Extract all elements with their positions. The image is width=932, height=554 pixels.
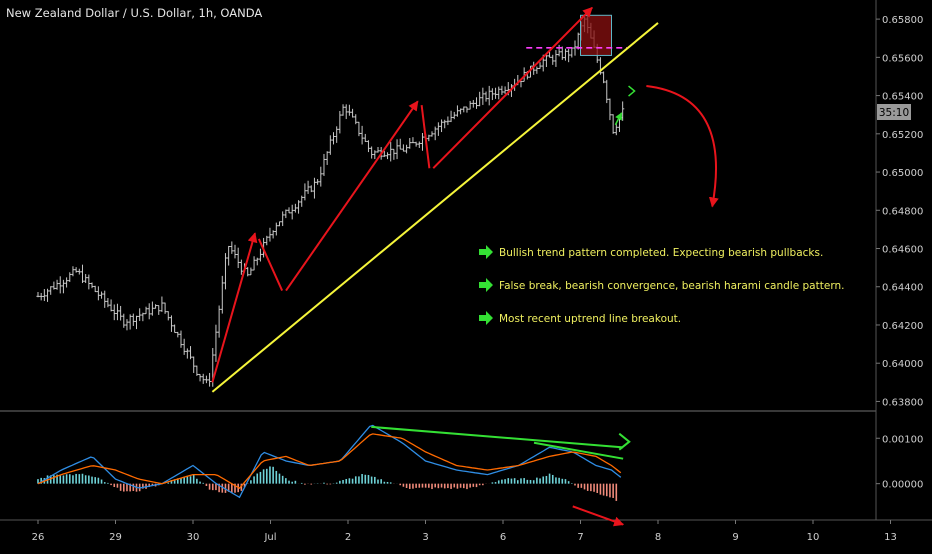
overlay-lines — [211, 6, 719, 393]
time-tick-label: 3 — [422, 532, 428, 543]
annotation-item: Most recent uptrend line breakout. — [479, 311, 681, 325]
harami-box — [580, 14, 612, 56]
time-tick-label: 9 — [732, 532, 738, 543]
price-tick-label: 0.64800 — [882, 206, 923, 217]
annotation-text: False break, bearish convergence, bearis… — [499, 280, 844, 292]
time-tick-label: Jul — [263, 532, 276, 543]
arrow-right-icon — [479, 245, 493, 259]
price-axis: 0.63800 0.64000 0.64200 0.64400 0.64600 0.648… — [876, 15, 923, 408]
price-tick-label: 0.65600 — [882, 53, 923, 64]
annotation-item: Bullish trend pattern completed. Expecti… — [479, 245, 823, 259]
price-tick-label: 0.65000 — [882, 168, 923, 179]
impulse-arrow — [420, 105, 431, 169]
price-tick-label: 0.64000 — [882, 359, 923, 370]
time-tick-label: 2 — [345, 532, 351, 543]
price-tick-label: 0.64200 — [882, 321, 923, 332]
macd-tick-label: 0.00000 — [882, 480, 923, 491]
chart-title: New Zealand Dollar / U.S. Dollar, 1h, OA… — [6, 6, 262, 20]
annotation-text: Bullish trend pattern completed. Expecti… — [499, 247, 823, 259]
annotation-item: False break, bearish convergence, bearis… — [479, 278, 844, 292]
price-badge: 35:10 — [877, 104, 911, 120]
macd-histogram — [37, 466, 618, 501]
time-tick-label: 7 — [577, 532, 583, 543]
price-tick-label: 0.65200 — [882, 130, 923, 141]
time-axis: 26 29 30 Jul 2 3 6 7 8 9 10 13 — [32, 520, 897, 543]
price-badge-text: 35:10 — [879, 107, 909, 119]
price-tick-label: 0.63800 — [882, 397, 923, 408]
time-tick-label: 10 — [807, 532, 820, 543]
bounce-arrow — [614, 112, 623, 126]
macd-overlays — [371, 425, 631, 527]
arrow-right-icon — [479, 278, 493, 292]
time-tick-label: 6 — [500, 532, 506, 543]
impulse-arrow — [257, 238, 284, 291]
macd-bearish-arrow — [572, 505, 625, 527]
impulse-arrow — [432, 6, 593, 169]
macd-tick-label: 0.00100 — [882, 434, 923, 445]
macd-lines — [37, 424, 622, 499]
time-tick-label: 13 — [884, 532, 897, 543]
chevron-right-icon — [618, 432, 631, 451]
annotation-text: Most recent uptrend line breakout. — [499, 313, 681, 325]
price-tick-label: 0.64400 — [882, 283, 923, 294]
uptrend-line — [211, 22, 659, 393]
time-tick-label: 29 — [109, 532, 122, 543]
macd-axis: 0.00000 0.00100 — [876, 434, 923, 491]
forecast-curved-arrow — [646, 85, 719, 208]
price-tick-label: 0.64600 — [882, 245, 923, 256]
chevron-right-icon — [628, 85, 636, 97]
annotation-list: Bullish trend pattern completed. Expecti… — [479, 245, 844, 325]
price-tick-label: 0.65800 — [882, 15, 923, 26]
price-badge-box — [877, 104, 911, 120]
signal-line — [37, 433, 622, 490]
arrow-right-icon — [479, 311, 493, 325]
time-tick-label: 26 — [32, 532, 45, 543]
price-candles — [36, 12, 625, 387]
macd-divergence-line — [371, 425, 624, 449]
price-tick-label: 0.65400 — [882, 92, 923, 103]
impulse-arrow — [285, 100, 419, 292]
time-tick-label: 30 — [187, 532, 200, 543]
impulse-arrow — [211, 232, 258, 383]
macd-divergence-line — [533, 441, 624, 460]
time-tick-label: 8 — [655, 532, 661, 543]
